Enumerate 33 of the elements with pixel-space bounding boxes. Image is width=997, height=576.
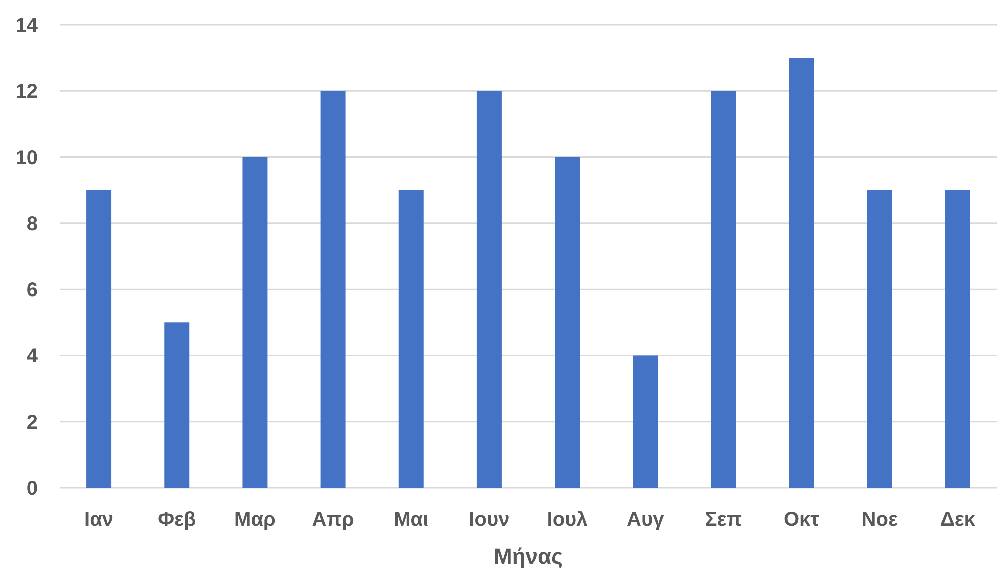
y-tick-label: 6: [26, 280, 38, 302]
bar: [164, 322, 190, 488]
bar: [320, 91, 346, 488]
bar: [86, 190, 112, 488]
y-tick-label: 4: [26, 346, 39, 368]
x-tick-label: Οκτ: [784, 509, 820, 531]
y-tick-label: 10: [16, 147, 38, 170]
x-tick-label: Ιαν: [84, 509, 114, 531]
bar: [867, 190, 892, 488]
bar: [242, 157, 268, 488]
bar: [398, 190, 424, 488]
x-axis-title: Μήνας: [494, 544, 563, 569]
y-tick-label: 12: [16, 81, 38, 104]
y-tick-label: 0: [26, 478, 38, 500]
bar: [476, 91, 502, 488]
x-tick-label: Ιουλ: [547, 509, 588, 531]
x-tick-label: Απρ: [312, 509, 354, 531]
y-tick-label: 2: [26, 412, 38, 434]
x-tick-label: Αυγ: [627, 509, 666, 531]
bar: [633, 356, 658, 488]
x-tick-label: Ιουν: [469, 509, 510, 531]
bar: [789, 58, 814, 488]
x-tick-label: Μαι: [394, 509, 429, 531]
bar: [555, 157, 580, 488]
x-tick-label: Σεπ: [705, 509, 742, 531]
x-tick-label: Δεκ: [940, 509, 976, 531]
bar: [711, 91, 736, 488]
y-tick-label: 14: [16, 15, 39, 37]
x-tick-label: Μαρ: [234, 509, 276, 531]
y-tick-label: 8: [26, 213, 38, 236]
x-tick-label: Φεβ: [158, 509, 196, 531]
bar: [945, 190, 970, 488]
x-tick-label: Νοε: [862, 509, 898, 531]
